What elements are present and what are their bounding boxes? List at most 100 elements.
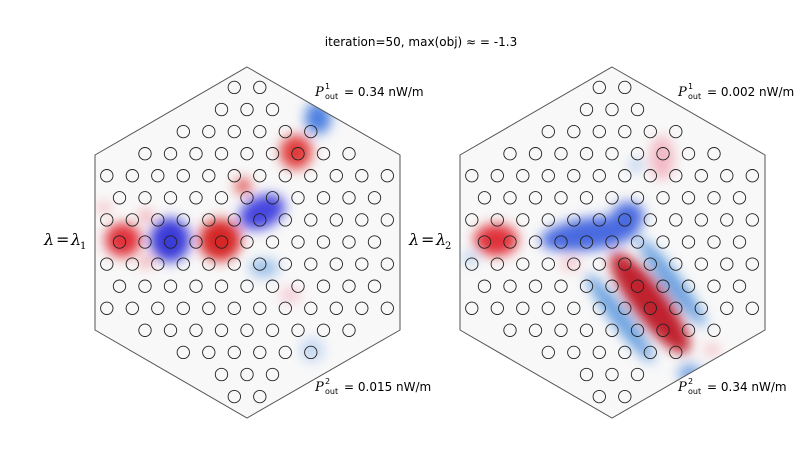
right-rod <box>720 257 734 271</box>
left-rod <box>214 102 229 117</box>
right-rod <box>630 147 645 161</box>
left-rod <box>100 301 114 315</box>
hexagon-outline-right <box>459 66 766 419</box>
left-rod <box>176 257 190 271</box>
right-rod <box>605 235 619 249</box>
left-rod <box>380 257 394 271</box>
left-rod <box>163 279 178 293</box>
left-rod <box>151 169 165 183</box>
left-rod <box>214 279 229 293</box>
left-rod <box>227 301 241 315</box>
right-rod <box>720 213 734 227</box>
left-rod <box>202 169 216 183</box>
left-rod <box>202 301 216 315</box>
p-out-1-label-right: P 1 out = 0.002 nW/m <box>677 82 794 101</box>
svg-text:λ: λ <box>70 230 81 249</box>
right-rod <box>541 213 555 227</box>
right-rod <box>605 191 619 205</box>
left-rod <box>355 257 369 271</box>
right-rod <box>745 169 759 183</box>
right-rod <box>630 367 645 382</box>
left-rod <box>316 323 331 337</box>
right-rod <box>490 213 504 227</box>
left-rod <box>342 235 356 249</box>
right-rod <box>618 257 632 271</box>
right-rod <box>669 213 683 227</box>
left-rod <box>329 169 343 183</box>
right-rod <box>707 147 721 161</box>
right-rod <box>516 301 530 315</box>
right-rod <box>477 279 492 293</box>
left-rod <box>240 279 254 293</box>
left-rod <box>342 279 356 293</box>
left-rod <box>214 147 229 161</box>
left-rod <box>163 191 178 205</box>
right-rod <box>567 345 581 360</box>
left-rod <box>316 235 331 249</box>
left-rod <box>355 169 369 183</box>
left-rod <box>202 345 216 360</box>
right-rod <box>732 191 747 205</box>
left-rod <box>138 279 152 293</box>
right-rod <box>605 367 619 382</box>
left-rod <box>304 345 318 360</box>
left-rod <box>367 235 382 249</box>
right-rod <box>694 169 708 183</box>
svg-text:λ: λ <box>435 230 446 249</box>
left-rod <box>125 257 139 271</box>
right-rod <box>554 323 568 337</box>
left-rod <box>125 213 139 227</box>
right-rod <box>669 124 683 139</box>
right-rod <box>579 147 594 161</box>
left-rod <box>112 191 127 205</box>
right-rod <box>605 147 619 161</box>
right-rod <box>465 301 479 315</box>
left-rod <box>329 257 343 271</box>
left-rod <box>202 124 216 139</box>
right-rod <box>605 102 619 117</box>
svg-text:1: 1 <box>80 241 86 252</box>
right-rod <box>618 80 632 95</box>
left-rod <box>227 169 241 183</box>
left-rod <box>163 147 178 161</box>
left-rod <box>304 213 318 227</box>
right-rod <box>707 191 721 205</box>
right-rod <box>541 124 555 139</box>
panel-right: λ = λ 2 P 1 out = 0.002 nW/m P 2 out = 0… <box>408 66 794 419</box>
right-rod <box>643 169 657 183</box>
left-rod <box>189 323 203 337</box>
right-rod <box>707 323 721 337</box>
right-rod <box>541 345 555 360</box>
left-rod <box>291 323 305 337</box>
right-rod <box>503 191 517 205</box>
left-rod <box>202 257 216 271</box>
right-rod <box>579 235 594 249</box>
left-rod <box>227 213 241 227</box>
right-rod <box>465 169 479 183</box>
svg-text:out: out <box>325 387 338 396</box>
left-rod <box>253 389 267 404</box>
figure-title: iteration=50, max(obj) ≈ = -1.3 <box>325 35 517 49</box>
right-rod <box>643 124 657 139</box>
right-rod <box>669 301 683 315</box>
left-rod <box>240 147 254 161</box>
svg-text:P: P <box>677 380 687 395</box>
right-rod <box>554 235 568 249</box>
left-rod <box>329 213 343 227</box>
left-rod <box>214 367 229 382</box>
left-rod <box>100 257 114 271</box>
left-rod <box>265 102 280 117</box>
svg-text:1: 1 <box>325 82 330 91</box>
left-rod <box>316 147 331 161</box>
right-rod <box>681 323 696 337</box>
left-rod <box>291 235 305 249</box>
left-rod <box>214 191 229 205</box>
right-rod <box>618 301 632 315</box>
left-rod <box>176 213 190 227</box>
left-rod <box>253 80 267 95</box>
right-rod <box>618 169 632 183</box>
panel-left: λ = λ 1 P 1 out = 0.34 nW/m P 2 out = 0.… <box>43 66 431 419</box>
right-rod <box>592 389 606 404</box>
left-rod <box>342 323 356 337</box>
right-rod <box>490 257 504 271</box>
